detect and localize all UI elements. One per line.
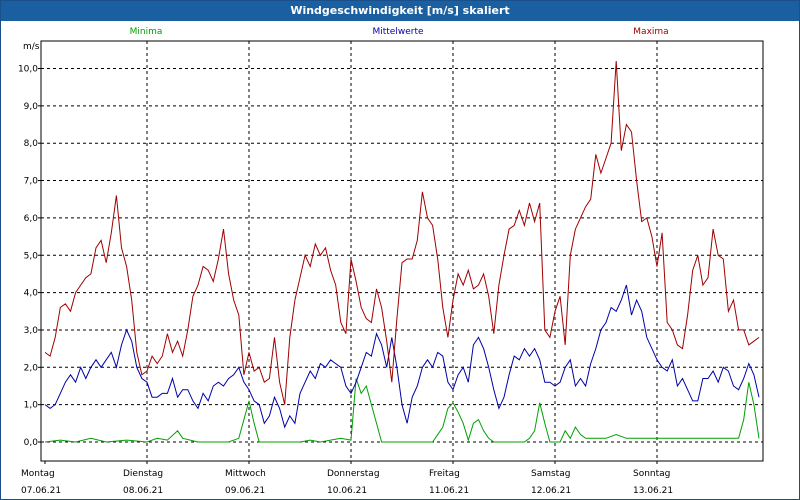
y-tick-label: 7,0	[24, 177, 39, 187]
y-axis-unit-label: m/s	[23, 42, 40, 52]
x-tick-day-label: Montag	[21, 469, 55, 479]
x-tick-date-label: 11.06.21	[429, 486, 469, 496]
series-line-mittelwerte	[44, 284, 760, 429]
x-tick-day-label: Sonntag	[633, 469, 670, 479]
y-tick-label: 3,0	[24, 326, 39, 336]
y-tick-label: 10,0	[18, 65, 38, 75]
x-tick-date-label: 09.06.21	[225, 486, 265, 496]
y-tick-label: 6,0	[24, 214, 39, 224]
x-tick-day-label: Donnerstag	[327, 469, 380, 479]
y-tick-label: 9,0	[24, 102, 39, 112]
y-tick-label: 5,0	[24, 251, 39, 261]
y-tick-label: 4,0	[24, 289, 39, 299]
series-line-minima	[44, 378, 760, 443]
plot-area	[40, 40, 764, 462]
x-tick-date-label: 07.06.21	[21, 486, 61, 496]
y-tick-label: 2,0	[24, 363, 39, 373]
y-tick-label: 1,0	[24, 401, 39, 411]
legend-entry-minima: Minima	[130, 27, 163, 37]
x-tick-date-label: 10.06.21	[327, 486, 367, 496]
legend-entry-maxima: Maxima	[633, 27, 668, 37]
x-tick-date-label: 12.06.21	[531, 486, 571, 496]
window-title: Windgeschwindigkeit [m/s] skaliert	[1, 1, 799, 21]
x-tick-day-label: Freitag	[429, 469, 460, 479]
x-tick-date-label: 08.06.21	[123, 486, 163, 496]
y-tick-label: 0,0	[24, 438, 39, 448]
y-tick-label: 8,0	[24, 139, 39, 149]
legend-entry-mittelwerte: Mittelwerte	[372, 27, 423, 37]
x-tick-day-label: Dienstag	[123, 469, 163, 479]
x-tick-day-label: Samstag	[531, 469, 570, 479]
series-line-maxima	[44, 60, 760, 405]
x-tick-day-label: Mittwoch	[225, 469, 266, 479]
x-tick-date-label: 13.06.21	[633, 486, 673, 496]
